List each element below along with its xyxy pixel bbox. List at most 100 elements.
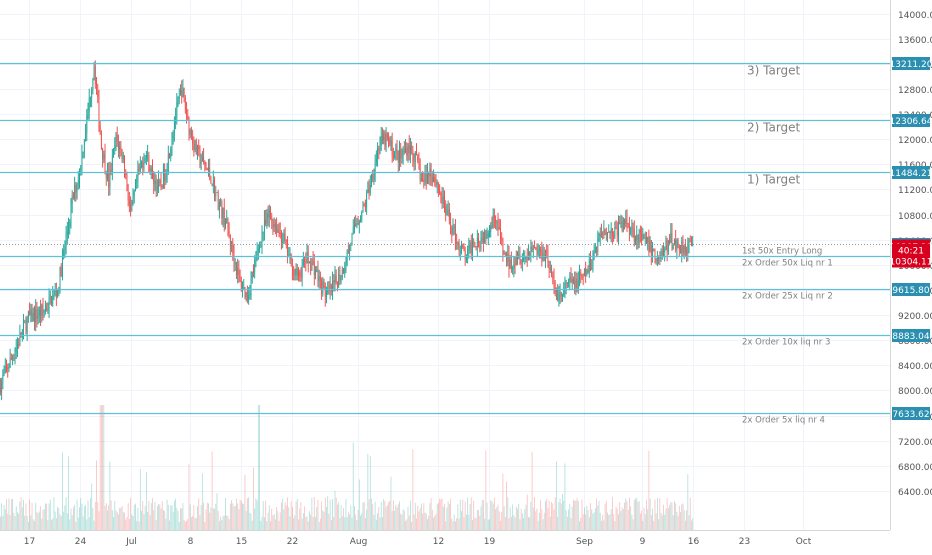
candle-body (530, 246, 532, 257)
candle-body (546, 250, 548, 252)
volume-bar (388, 502, 389, 530)
volume-bar (439, 498, 441, 530)
candle-body (380, 135, 382, 147)
candle-body (652, 249, 653, 257)
volume-bar (193, 505, 195, 530)
volume-bar (583, 507, 585, 530)
candle-body (2, 375, 4, 382)
candle-body (647, 237, 649, 243)
volume-bar (672, 515, 674, 530)
level-price-label: 13211.20 (890, 60, 932, 70)
candle-body (487, 233, 489, 237)
volume-bar (541, 509, 543, 530)
volume-bar (122, 512, 124, 530)
candle-body (302, 258, 304, 265)
candle-body (231, 241, 233, 247)
volume-bar (34, 521, 35, 530)
candle-body (182, 88, 184, 97)
candle-body (254, 260, 256, 273)
candle-body (43, 310, 45, 312)
volume-bar (599, 513, 601, 530)
candle-body (291, 259, 293, 275)
candle-body (448, 209, 450, 221)
candle-body (161, 185, 163, 188)
volume-bar (165, 518, 167, 530)
candle-body (357, 223, 359, 225)
candle-body (130, 205, 132, 211)
volume-bar (496, 507, 498, 530)
volume-bar (469, 504, 471, 530)
candle-body (218, 203, 220, 211)
volume-bar (501, 511, 503, 530)
candle-body (395, 148, 397, 152)
volume-bar (507, 497, 509, 530)
candle-body (201, 156, 203, 162)
volume-bar (548, 500, 550, 530)
volume-bar (139, 469, 141, 530)
candle-body (649, 240, 651, 253)
volume-bar (132, 516, 134, 530)
candle-body (204, 160, 206, 166)
candle-body (300, 276, 302, 278)
volume-bar (333, 516, 335, 530)
candle-body (618, 223, 619, 236)
volume-bar (492, 503, 494, 530)
volume-bar (305, 516, 307, 530)
volume-bar (649, 498, 651, 530)
volume-bar (32, 519, 34, 530)
candle-body (334, 275, 336, 284)
volume-bar (130, 497, 132, 530)
candle-body (64, 246, 66, 251)
volume-bar (163, 510, 164, 530)
candle-body (237, 267, 239, 275)
volume-bar (249, 512, 251, 530)
candle-body (66, 231, 68, 235)
volume-bar (509, 507, 511, 530)
volume-bar (48, 503, 50, 530)
candle-body (594, 247, 596, 253)
volume-bar (652, 508, 653, 530)
candle-body (60, 267, 62, 277)
volume-bar (590, 503, 591, 530)
volume-bar (434, 515, 436, 530)
volume-bar (605, 500, 607, 530)
candle-body (124, 155, 125, 174)
volume-bar (158, 503, 160, 530)
candle-body (98, 97, 100, 126)
level-price-label-bg (892, 114, 930, 127)
time-tick-label: 9 (640, 537, 646, 547)
volume-bar (225, 497, 226, 530)
candle-body (667, 240, 669, 253)
price-tick-label: 10800.00 (898, 212, 932, 222)
volume-bar (198, 498, 200, 530)
volume-bar (433, 517, 434, 530)
candle-body (397, 151, 399, 163)
candle-body (468, 244, 470, 250)
candle-body (222, 207, 224, 219)
candle-body (335, 275, 337, 282)
candle-body (311, 260, 313, 271)
candle-body (638, 229, 640, 245)
candle-body (267, 213, 269, 218)
candle-body (116, 134, 118, 142)
volume-bar (476, 510, 478, 530)
volume-bar (273, 514, 275, 530)
horizontal-levels[interactable]: 3) Target 2) Target 1) Target 1st 50x Entry… (0, 62, 890, 426)
volume-bar (257, 405, 259, 530)
volume-bar (254, 508, 256, 530)
volume-bar (246, 498, 248, 530)
volume-bar (465, 514, 467, 530)
volume-bar (173, 500, 175, 530)
volume-bar (42, 509, 44, 530)
candle-body (338, 274, 340, 288)
volume-bar (267, 512, 269, 530)
volume-bar (54, 511, 56, 530)
volume-bar (220, 516, 222, 530)
candle-body (253, 271, 254, 273)
level-price-label: 12306.64 (890, 117, 932, 127)
candle-body (46, 308, 48, 310)
candle-body (361, 212, 363, 221)
volume-bar (14, 516, 16, 530)
